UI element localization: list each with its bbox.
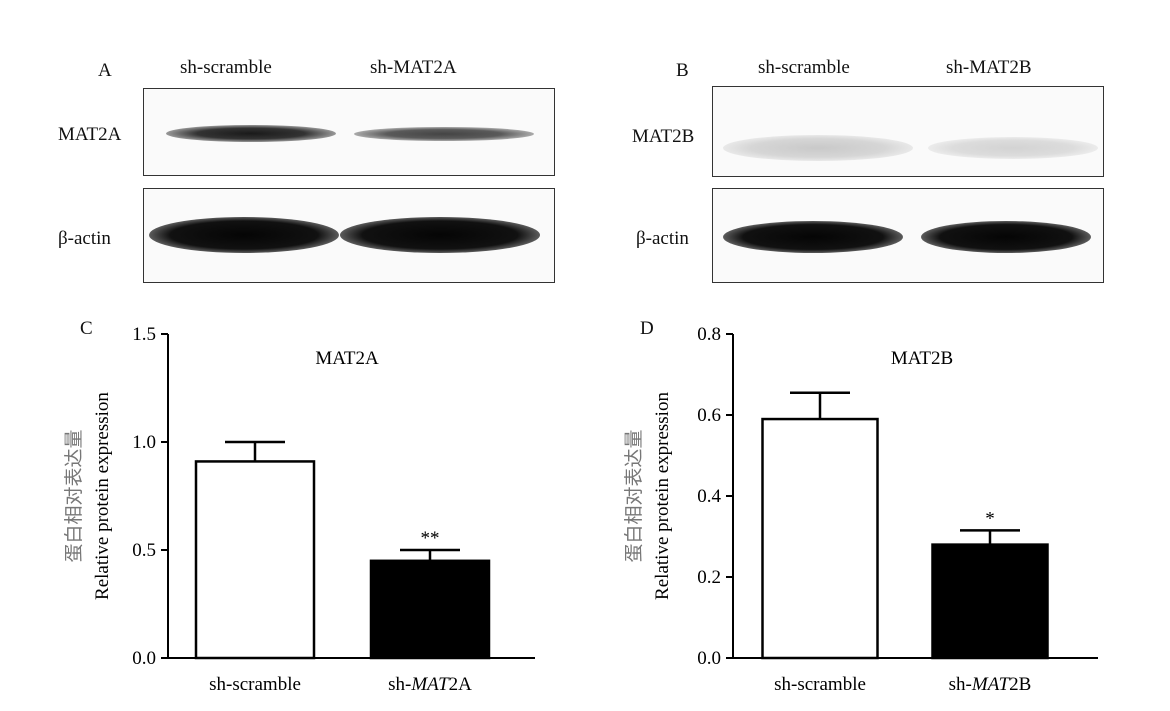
panel-letter-a: A [98,60,112,81]
y-tick-label: 0.2 [697,567,721,588]
x-tick-label: sh-MAT2B [949,674,1032,695]
bar [761,417,879,660]
protein-label-actin-b: β-actin [636,228,689,249]
y-axis-label-cn: 蛋白相对表达量 [623,429,645,562]
lane-label-b-2: sh-MAT2B [946,57,1032,78]
lane-label-a-2: sh-MAT2A [370,57,457,78]
blot-band [354,127,534,141]
x-tick-label: sh-scramble [774,674,866,695]
chart-title: MAT2B [891,348,953,369]
chart-mat2b-expression: 0.0 0.2 0.4 0.6 0.8 MAT2B 蛋白相对表达量 Relative prot… [623,324,1098,695]
panel-letter-b: B [676,60,689,81]
blot-mat2b [712,86,1104,177]
blot-band [166,125,336,142]
blot-band [340,217,540,253]
protein-label-mat2a: MAT2A [58,124,122,145]
bar [194,460,316,660]
panel-letter-d: D [640,318,654,339]
chart-title: MAT2A [315,348,379,369]
x-tick-label: sh-scramble [209,674,301,695]
lane-label-b-1: sh-scramble [758,57,850,78]
y-tick-label: 0.8 [697,324,721,345]
blot-band [149,217,339,253]
y-tick-label: 0.4 [697,486,721,507]
blot-band [723,135,913,161]
bar [369,559,491,660]
panel-letter-c: C [80,318,93,339]
y-tick-label: 0.0 [132,648,156,669]
y-tick-label: 0.6 [697,405,721,426]
bar [931,543,1049,660]
x-tick-label: sh-MAT2A [388,674,472,695]
blot-actin-b [712,188,1104,283]
y-tick-label: 1.0 [132,432,156,453]
significance-marker: ** [421,528,440,549]
y-axis-label: Relative protein expression [92,392,113,600]
y-tick-label: 0.5 [132,540,156,561]
protein-label-actin-a: β-actin [58,228,111,249]
lane-label-a-1: sh-scramble [180,57,272,78]
blot-band [723,221,903,253]
blot-band [921,221,1091,253]
y-tick-label: 1.5 [132,324,156,345]
y-axis-label: Relative protein expression [652,392,673,600]
protein-label-mat2b: MAT2B [632,126,695,147]
blot-mat2a [143,88,555,176]
blot-actin-a [143,188,555,283]
y-axis-label-cn: 蛋白相对表达量 [63,429,85,562]
blot-band [928,137,1098,159]
y-tick-label: 0.0 [697,648,721,669]
chart-mat2a-expression: 0.0 0.5 1.0 1.5 MAT2A 蛋白相对表达量 Relative protein… [63,324,535,695]
significance-marker: * [985,508,995,529]
